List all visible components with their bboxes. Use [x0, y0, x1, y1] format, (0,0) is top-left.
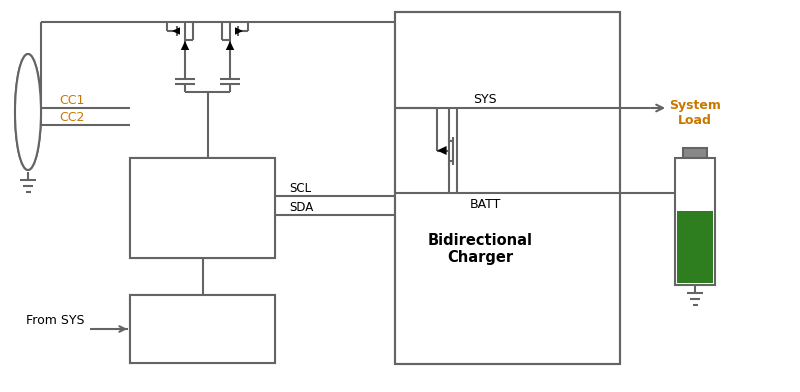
Text: LDO: LDO: [182, 320, 223, 338]
Text: CC: CC: [191, 191, 214, 205]
Text: CC1: CC1: [59, 94, 84, 107]
Ellipse shape: [15, 54, 41, 170]
Text: BATT: BATT: [470, 198, 501, 211]
Text: Bidirectional: Bidirectional: [428, 233, 533, 248]
Text: SCL: SCL: [289, 181, 311, 194]
Text: SDA: SDA: [289, 200, 314, 214]
Text: From SYS: From SYS: [26, 314, 84, 327]
Text: Controller: Controller: [160, 211, 246, 225]
Text: CC2: CC2: [59, 111, 84, 123]
Text: Controller: Controller: [160, 211, 246, 225]
Bar: [130, 295, 275, 363]
Text: Load: Load: [678, 114, 712, 127]
Polygon shape: [437, 146, 446, 155]
Text: CC: CC: [191, 191, 214, 205]
Text: LDO: LDO: [182, 320, 223, 338]
Text: System: System: [669, 98, 721, 111]
Bar: [677, 211, 713, 283]
Polygon shape: [226, 41, 234, 50]
Text: SYS: SYS: [473, 93, 497, 105]
Polygon shape: [181, 41, 189, 50]
Bar: [395, 12, 620, 364]
Bar: [130, 158, 275, 258]
Text: Charger: Charger: [447, 250, 514, 265]
Polygon shape: [235, 27, 243, 35]
Bar: [395, 12, 620, 364]
Polygon shape: [172, 27, 180, 35]
Bar: [683, 148, 707, 158]
Bar: [675, 158, 715, 285]
Ellipse shape: [15, 54, 41, 170]
Bar: [130, 158, 275, 258]
Bar: [130, 295, 275, 363]
